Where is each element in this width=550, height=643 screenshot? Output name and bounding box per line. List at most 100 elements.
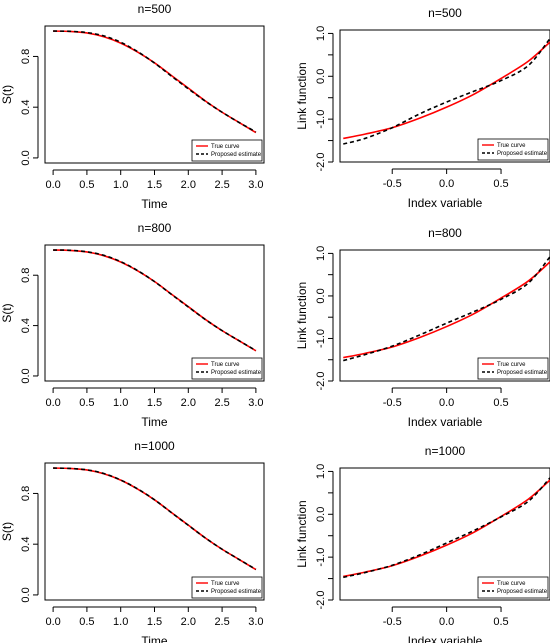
y-axis-label: S(t): [0, 303, 14, 322]
plot-frame: [339, 249, 550, 382]
legend-box: [477, 138, 549, 161]
estimate-line: [53, 30, 257, 133]
x-tick-label: 0.0: [45, 397, 60, 409]
x-tick-label: -0.5: [383, 178, 402, 190]
estimate-line: [53, 249, 257, 352]
x-axis-label: Time: [141, 197, 168, 211]
x-tick-label: -0.5: [383, 616, 402, 628]
y-tick-label: 0.0: [20, 587, 32, 602]
x-tick-label: 2.5: [214, 179, 229, 191]
x-axis-label: Time: [141, 415, 168, 429]
legend-label: True curve: [497, 362, 526, 368]
legend-label: Proposed estimate: [211, 152, 262, 158]
x-tick-label: 0.5: [493, 178, 508, 190]
legend-label: Proposed estimate: [497, 370, 548, 376]
y-tick-label: -2.0: [315, 372, 327, 391]
y-tick-label: 0.0: [315, 507, 327, 522]
panel-1: n=500 0.0 0.5 1.0 1.5 2.0 2.5 3.0 Time 0.0 0.4 0.8 S…: [0, 2, 265, 211]
plot-frame: [339, 29, 550, 163]
x-tick-label: 3.0: [248, 397, 263, 409]
x-tick-label: 1.0: [113, 179, 128, 191]
x-tick-label: 3.0: [248, 179, 263, 191]
true-curve-line: [343, 479, 550, 578]
y-tick-label: 0.0: [20, 150, 32, 165]
x-axis-label: Index variable: [408, 634, 483, 643]
legend-label: Proposed estimate: [497, 589, 548, 595]
x-tick-label: 1.0: [113, 616, 128, 628]
legend-box: [477, 576, 549, 599]
x-tick-label: 1.5: [147, 179, 162, 191]
legend-label: True curve: [497, 581, 526, 587]
y-tick-label: 1.0: [315, 26, 327, 41]
y-tick-label: -1.0: [315, 329, 327, 348]
y-tick-label: 0.0: [315, 69, 327, 84]
legend-label: True curve: [497, 143, 526, 149]
estimate-line: [343, 38, 550, 145]
panel-title: n=1000: [134, 439, 175, 453]
legend-label: True curve: [211, 144, 240, 150]
y-tick-label: -2.0: [315, 153, 327, 172]
x-axis-label: Time: [141, 634, 168, 643]
y-tick-label: 0.8: [20, 49, 32, 64]
legend-box: [191, 576, 263, 599]
legend: True curve Proposed estimate: [191, 139, 263, 162]
legend-label: True curve: [211, 581, 240, 587]
legend-label: True curve: [211, 362, 240, 368]
panel-title: n=1000: [425, 444, 466, 458]
x-tick-label: 0.0: [439, 397, 454, 409]
y-tick-label: -1.0: [315, 548, 327, 567]
panel-4: n=800 -0.5 0.0 0.5 Index variable -2.0 -1.0 0.0…: [295, 226, 550, 429]
y-tick-label: 0.0: [20, 368, 32, 383]
legend: True curve Proposed estimate: [191, 357, 263, 380]
true-curve-line: [53, 467, 257, 571]
x-tick-label: 2.5: [214, 397, 229, 409]
estimate-line: [343, 256, 550, 362]
y-axis-label: S(t): [0, 85, 14, 104]
estimate-line: [343, 477, 550, 579]
panel-title: n=800: [428, 226, 462, 240]
x-tick-label: 0.5: [493, 397, 508, 409]
legend-label: Proposed estimate: [211, 370, 262, 376]
x-tick-label: 1.0: [113, 397, 128, 409]
true-curve-line: [53, 249, 257, 352]
x-tick-label: 2.0: [181, 616, 196, 628]
x-tick-label: 1.5: [147, 397, 162, 409]
x-tick-label: 0.0: [439, 178, 454, 190]
x-tick-label: 3.0: [248, 616, 263, 628]
y-axis-label: S(t): [0, 522, 14, 541]
x-tick-label: 0.5: [79, 179, 94, 191]
x-tick-label: -0.5: [383, 397, 402, 409]
y-axis-label: Link function: [295, 282, 309, 349]
y-tick-label: 1.0: [315, 246, 327, 261]
y-tick-label: 0.4: [20, 537, 32, 552]
legend: True curve Proposed estimate: [477, 576, 549, 599]
y-tick-label: -1.0: [315, 110, 327, 129]
legend-box: [477, 357, 549, 380]
y-tick-label: 0.0: [315, 288, 327, 303]
estimate-line: [53, 467, 257, 571]
x-axis-label: Index variable: [408, 196, 483, 210]
true-curve-line: [343, 261, 550, 359]
legend-label: Proposed estimate: [497, 151, 548, 157]
panel-2: n=500 -0.5 0.0 0.5 Index variable -2.0 -1.0 0.0…: [295, 6, 550, 210]
x-tick-label: 0.0: [45, 616, 60, 628]
legend-box: [191, 357, 263, 380]
x-tick-label: 0.5: [493, 616, 508, 628]
legend: True curve Proposed estimate: [191, 576, 263, 599]
x-tick-label: 2.5: [214, 616, 229, 628]
panel-5: n=1000 0.0 0.5 1.0 1.5 2.0 2.5 3.0 Time 0.0 0.4 0.8…: [0, 439, 265, 643]
y-axis-label: Link function: [295, 62, 309, 129]
y-tick-label: 0.4: [20, 318, 32, 333]
legend-box: [191, 139, 263, 162]
y-axis-label: Link function: [295, 500, 309, 567]
plot-frame: [44, 244, 265, 382]
y-tick-label: 0.8: [20, 486, 32, 501]
x-tick-label: 0.0: [45, 179, 60, 191]
x-tick-label: 0.0: [439, 616, 454, 628]
true-curve-line: [343, 41, 550, 140]
y-tick-label: -2.0: [315, 591, 327, 610]
plot-frame: [44, 25, 265, 164]
x-tick-label: 2.0: [181, 179, 196, 191]
legend: True curve Proposed estimate: [477, 138, 549, 161]
